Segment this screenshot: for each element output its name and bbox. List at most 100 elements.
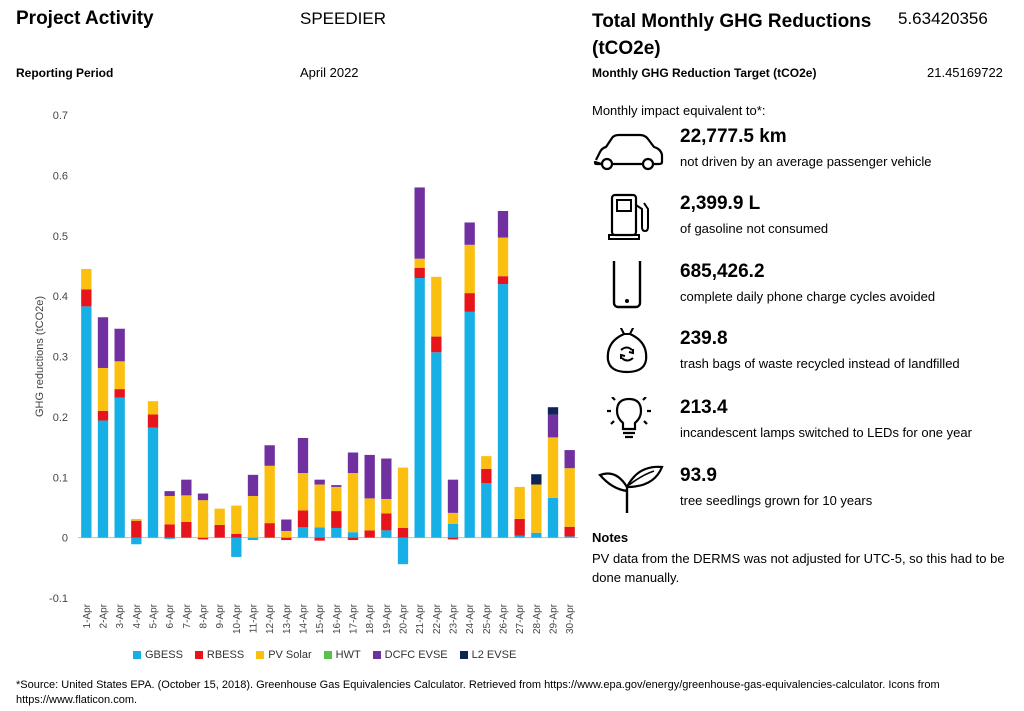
bar-segment-pv-solar (381, 498, 392, 514)
impact-description: complete daily phone charge cycles avoid… (680, 289, 936, 304)
legend-swatch (323, 651, 332, 659)
bar-segment-gbess (447, 523, 459, 538)
bar-segment-rbess (414, 267, 425, 279)
bar-segment-rbess (497, 276, 509, 285)
x-tick-label: 5-Apr (149, 603, 160, 628)
impact-value: 239.8 (680, 328, 728, 349)
legend-swatch (194, 651, 203, 659)
bar-segment-dcfc-evse (247, 474, 259, 496)
bar-segment-rbess (514, 518, 525, 536)
notes-text: PV data from the DERMS was not adjusted … (592, 551, 1005, 585)
bar-segment-pv-solar (331, 486, 342, 512)
y-tick-label: -0.1 (49, 593, 68, 605)
bar-segment-rbess (181, 521, 192, 538)
x-tick-label: 9-Apr (215, 603, 226, 628)
x-tick-label: 19-Apr (382, 603, 393, 634)
bar-segment-pv-solar (397, 467, 409, 528)
legend-item: PV Solar (256, 649, 312, 661)
bar-segment-pv-solar (564, 468, 575, 527)
bar-segment-pv-solar (231, 505, 242, 535)
legend-label: HWT (335, 649, 361, 661)
bar-segment-dcfc-evse (564, 450, 575, 469)
bar-segment-pv-solar (314, 484, 325, 528)
bar-segment-gbess (464, 311, 475, 538)
y-tick-label: 0.7 (53, 110, 68, 122)
bar-segment-gbess (381, 530, 392, 538)
bar-segment-dcfc-evse (164, 491, 175, 496)
legend-label: DCFC EVSE (384, 649, 448, 661)
bar-segment-gbess (231, 537, 242, 557)
bar-segment-pv-solar (497, 237, 509, 277)
project-activity-label: Project Activity (16, 8, 154, 29)
bar-segment-pv-solar (214, 508, 225, 525)
bar-segment-dcfc-evse (447, 479, 459, 513)
x-tick-label: 22-Apr (432, 603, 443, 634)
impact-item-lamps: 213.4 incandescent lamps switched to LED… (592, 397, 1012, 461)
bar-segment-rbess (464, 293, 475, 312)
legend-label: PV Solar (268, 649, 312, 661)
bar-segment-gbess (314, 527, 325, 538)
impact-value: 93.9 (680, 465, 717, 486)
impact-description: not driven by an average passenger vehic… (680, 154, 932, 169)
bar-segment-rbess (397, 527, 409, 538)
bar-segment-rbess (331, 511, 342, 528)
impact-value: 213.4 (680, 397, 728, 418)
bar-segment-gbess (547, 497, 559, 538)
chart-legend: GBESS RBESS PV Solar HWT DCFC EVSE L2 EVSE (133, 649, 516, 661)
x-tick-label: 21-Apr (415, 603, 426, 634)
x-tick-label: 7-Apr (182, 603, 193, 628)
legend-item: RBESS (194, 649, 244, 661)
x-tick-label: 27-Apr (515, 603, 526, 634)
bar-segment-dcfc-evse (364, 454, 375, 499)
legend-label: GBESS (145, 649, 183, 661)
bar-segment-gbess (531, 532, 542, 538)
legend-item: DCFC EVSE (372, 649, 448, 661)
bar-segment-dcfc-evse (464, 222, 475, 245)
bar-segment-gbess (114, 397, 125, 538)
x-tick-label: 1-Apr (82, 603, 93, 628)
legend-item: GBESS (133, 649, 183, 661)
x-tick-label: 29-Apr (549, 603, 560, 634)
bar-segment-rbess (164, 524, 175, 538)
bar-segment-gbess (147, 427, 159, 538)
bar-segment-rbess (481, 468, 492, 484)
bar-segment-pv-solar (181, 495, 192, 522)
bar-segment-gbess (164, 537, 175, 539)
bar-segment-pv-solar (481, 456, 492, 469)
x-tick-label: 20-Apr (399, 603, 410, 634)
bar-segment-pv-solar (464, 244, 475, 294)
bar-segment-pv-solar (514, 486, 525, 519)
bar-segment-dcfc-evse (114, 328, 125, 362)
impact-description: of gasoline not consumed (680, 221, 829, 236)
bar-segment-dcfc-evse (264, 445, 275, 466)
bar-segment-dcfc-evse (97, 317, 109, 368)
bar-segment-rbess (564, 526, 575, 537)
bar-segment-gbess (247, 537, 259, 541)
bar-segment-pv-solar (81, 268, 92, 290)
bar-segment-rbess (264, 523, 275, 538)
x-tick-label: 24-Apr (465, 603, 476, 634)
bar-segment-gbess (347, 532, 359, 538)
x-tick-label: 10-Apr (232, 603, 243, 634)
x-tick-label: 16-Apr (332, 603, 343, 634)
x-tick-label: 17-Apr (349, 603, 360, 634)
x-tick-label: 11-Apr (249, 603, 260, 633)
bar-segment-gbess (497, 284, 509, 538)
legend-item: HWT (323, 649, 361, 661)
total-reductions-label: Total Monthly GHG Reductions (tCO2e) (592, 11, 872, 59)
legend-swatch (372, 651, 381, 659)
bar-segment-gbess (81, 306, 92, 538)
reporting-period-label: Reporting Period (16, 66, 114, 80)
x-tick-label: 23-Apr (449, 603, 460, 634)
total-reductions-value: 5.63420356 (898, 9, 988, 28)
x-tick-label: 18-Apr (365, 603, 376, 634)
legend-swatch (133, 651, 141, 659)
bar-segment-dcfc-evse (314, 479, 325, 485)
legend-swatch (459, 651, 468, 659)
bar-segment-gbess (481, 483, 492, 538)
x-tick-label: 6-Apr (165, 603, 176, 628)
lightbulb-icon (607, 397, 651, 439)
bar-segment-gbess (297, 527, 309, 538)
fuel-pump-icon (608, 193, 649, 240)
x-tick-label: 25-Apr (482, 603, 493, 634)
